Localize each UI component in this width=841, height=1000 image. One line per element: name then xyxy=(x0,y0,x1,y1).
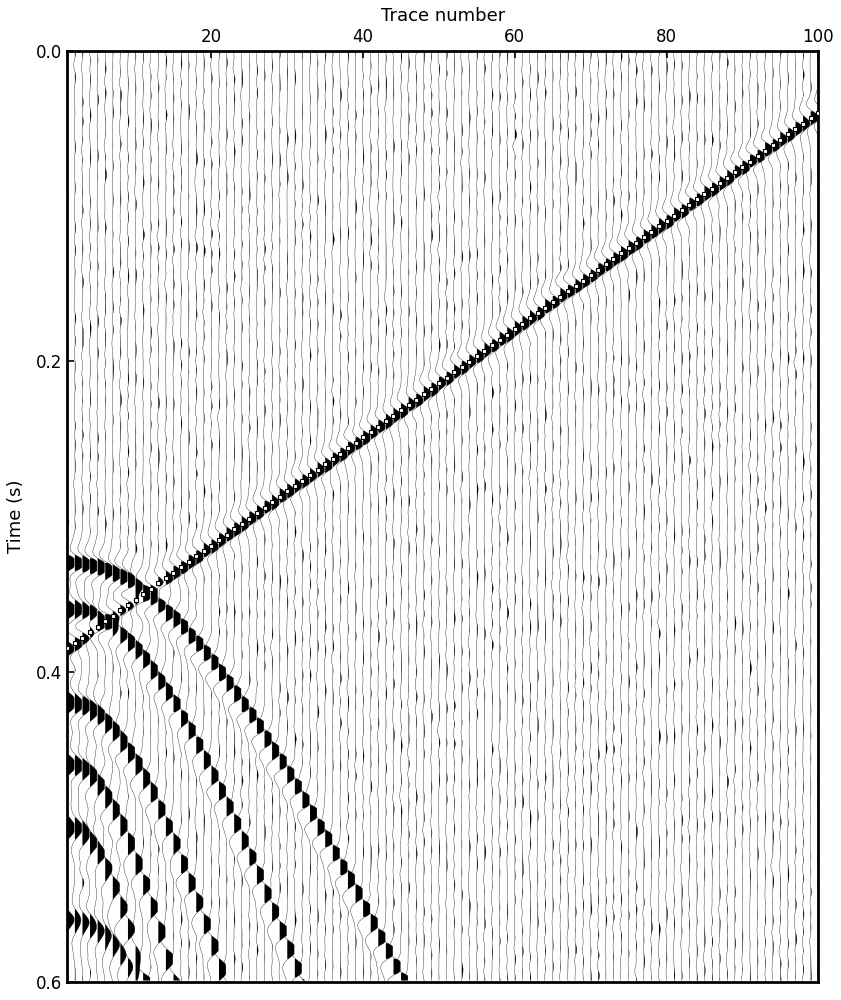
X-axis label: Trace number: Trace number xyxy=(381,7,505,25)
Y-axis label: Time (s): Time (s) xyxy=(7,480,25,553)
